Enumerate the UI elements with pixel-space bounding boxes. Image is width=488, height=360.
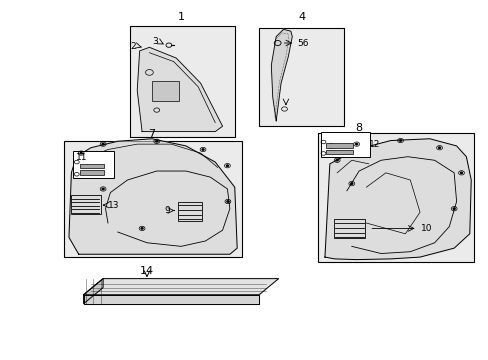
Bar	[73, 151, 114, 178]
Polygon shape	[137, 47, 222, 132]
Bar	[177, 202, 202, 221]
Circle shape	[141, 228, 143, 229]
Bar	[333, 219, 365, 238]
Circle shape	[102, 143, 104, 145]
Text: 56: 56	[297, 39, 308, 48]
Text: 14: 14	[140, 266, 154, 276]
Bar	[259, 28, 344, 126]
Text: 11: 11	[76, 153, 87, 162]
Bar	[71, 195, 101, 214]
Polygon shape	[69, 139, 237, 254]
Text: 10: 10	[420, 224, 431, 233]
Circle shape	[350, 183, 352, 184]
Bar	[152, 81, 178, 101]
Circle shape	[330, 145, 331, 147]
Circle shape	[452, 208, 454, 210]
Text: 7: 7	[148, 129, 155, 139]
Bar	[326, 150, 352, 154]
Polygon shape	[83, 279, 278, 295]
Bar	[80, 170, 104, 175]
Text: 1: 1	[177, 12, 184, 22]
Circle shape	[460, 172, 462, 174]
Polygon shape	[271, 30, 292, 121]
Circle shape	[80, 152, 82, 154]
Circle shape	[355, 143, 357, 145]
Bar	[130, 26, 234, 137]
Polygon shape	[83, 295, 259, 304]
Polygon shape	[83, 279, 103, 304]
Circle shape	[226, 165, 228, 166]
Bar	[64, 140, 242, 257]
Circle shape	[156, 140, 158, 142]
Bar	[321, 132, 369, 157]
Bar	[80, 164, 104, 168]
Text: 9: 9	[164, 206, 170, 215]
Bar	[326, 143, 352, 148]
Circle shape	[399, 140, 401, 141]
Bar	[317, 134, 473, 262]
Text: 3: 3	[152, 37, 158, 46]
Text: 8: 8	[355, 123, 362, 133]
Circle shape	[226, 201, 228, 202]
Text: 13: 13	[108, 201, 119, 210]
Text: 12: 12	[368, 140, 380, 149]
Circle shape	[438, 147, 440, 148]
Circle shape	[102, 188, 104, 190]
Circle shape	[335, 159, 337, 161]
Circle shape	[202, 149, 203, 150]
Polygon shape	[325, 139, 470, 260]
Text: 4: 4	[298, 12, 305, 22]
Text: 2: 2	[130, 42, 136, 51]
